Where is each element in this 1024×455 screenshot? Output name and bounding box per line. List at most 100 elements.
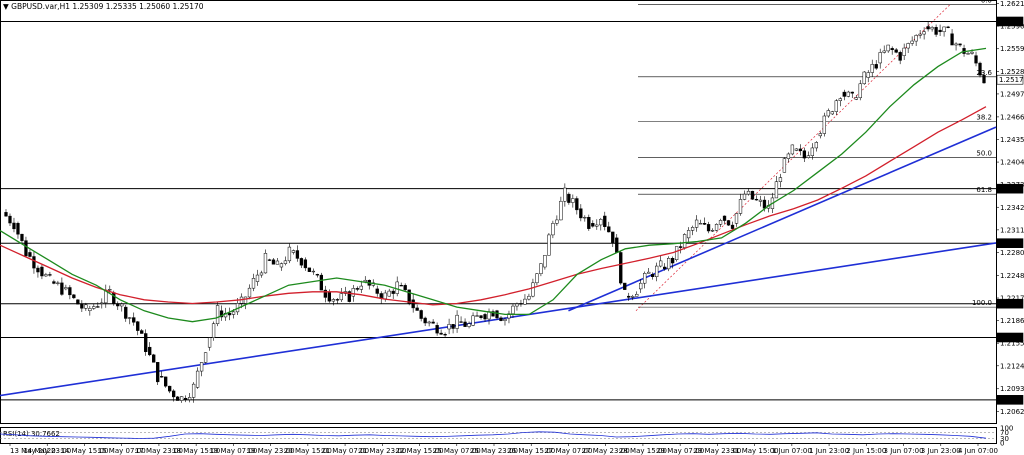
candle-body <box>822 115 826 134</box>
candle-body <box>195 370 200 388</box>
price-level-tag <box>996 16 1024 27</box>
dropdown-arrow-icon[interactable]: ▼ <box>3 2 9 11</box>
candle-body <box>299 258 304 266</box>
candle-body <box>603 215 607 227</box>
time-tick-label: 21 May 07:00 <box>321 447 369 455</box>
price-level-tag <box>996 183 1024 194</box>
price-tick-label: 1.23110 <box>1000 226 1024 234</box>
rsi-tick-label: 0 <box>1000 440 1004 448</box>
candle-body <box>507 313 511 319</box>
time-tick-label: 14 May 15:00 <box>60 447 108 455</box>
candle-body <box>842 91 846 97</box>
price-tick-label: 1.22485 <box>1000 272 1024 280</box>
candle-body <box>120 303 124 307</box>
price-tick-label: 1.20930 <box>1000 385 1024 393</box>
price-tick-label: 1.23420 <box>1000 204 1024 212</box>
trendline <box>0 242 997 397</box>
candle-body <box>72 294 76 299</box>
price-tick-label: 1.25285 <box>1000 68 1024 76</box>
candle-body <box>92 306 96 309</box>
trendlines[interactable] <box>0 126 997 400</box>
candle-body <box>435 325 439 334</box>
candle-body <box>52 281 56 284</box>
candle-body <box>730 224 735 229</box>
candle-body <box>219 310 224 318</box>
time-tick-label: 21 May 23:00 <box>358 447 406 455</box>
price-tick-label: 1.21865 <box>1000 317 1024 325</box>
candle-body <box>615 237 619 253</box>
candle-body <box>391 290 395 294</box>
candle-body <box>718 220 723 225</box>
candle-body <box>319 274 324 291</box>
candle-body <box>463 321 467 327</box>
candle-body <box>275 260 280 265</box>
candle-body <box>794 148 799 151</box>
candle-body <box>295 250 300 259</box>
candle-body <box>100 302 104 304</box>
price-level-tag <box>996 395 1024 405</box>
candle-body <box>938 29 942 33</box>
candle-body <box>96 306 100 308</box>
time-tick-label: 3 Jun 23:00 <box>921 447 961 455</box>
price-level-tag <box>996 332 1024 343</box>
candle-body <box>954 43 958 46</box>
candle-body <box>611 231 615 243</box>
candle-body <box>116 303 120 307</box>
price-level-tag-text: 1.22927 <box>999 240 1024 248</box>
time-tick-label: 17 May 23:00 <box>135 447 183 455</box>
candle-body <box>24 240 28 257</box>
price-tick-label: 1.21555 <box>1000 340 1024 348</box>
candle-body <box>28 252 32 257</box>
candle-body <box>531 282 535 297</box>
candle-body <box>411 299 415 309</box>
candle-body <box>551 223 555 236</box>
candle-body <box>858 83 862 99</box>
candle-body <box>523 298 527 305</box>
candle-body <box>790 144 795 155</box>
candle-body <box>431 321 435 324</box>
candle-body <box>874 64 878 69</box>
candle-body <box>160 376 164 378</box>
candle-body <box>714 223 719 231</box>
candle-body <box>758 199 763 202</box>
fib-level-label: 38.2 <box>976 113 992 121</box>
candle-body <box>922 31 926 35</box>
candle-body <box>591 223 595 227</box>
candle-body <box>567 193 571 203</box>
candle-body <box>291 250 296 253</box>
candle-body <box>80 303 84 309</box>
candle-body <box>651 274 655 277</box>
candle-body <box>503 318 507 321</box>
candle-body <box>56 282 60 284</box>
candle-body <box>890 48 894 51</box>
price-tick-label: 1.24040 <box>1000 159 1024 167</box>
candle-body <box>399 284 403 287</box>
candle-body <box>443 334 447 336</box>
candle-body <box>862 71 866 85</box>
candle-body <box>164 376 168 387</box>
candle-body <box>339 293 343 301</box>
candle-body <box>247 287 252 298</box>
candle-body <box>647 271 651 274</box>
candle-body <box>231 311 236 315</box>
candle-body <box>136 321 140 331</box>
candle-body <box>112 292 116 304</box>
candle-body <box>942 26 946 33</box>
time-tick-label: 29 May 07:00 <box>656 447 704 455</box>
candle-body <box>451 324 455 329</box>
time-tick-label: 29 May 23:00 <box>693 447 741 455</box>
time-tick-label: 3 Jun 07:00 <box>884 447 924 455</box>
candle-body <box>140 330 144 334</box>
time-tick-label: 25 May 23:00 <box>470 447 518 455</box>
candle-body <box>315 274 320 276</box>
candle-body <box>623 282 627 290</box>
candle-body <box>655 265 659 277</box>
fibonacci-retracement[interactable]: 0.0 23.6 38.2 50.0 61.8 100.0 <box>635 0 996 312</box>
candle-body <box>68 287 72 296</box>
candle-body <box>44 274 48 277</box>
horizontal-levels[interactable] <box>0 20 996 401</box>
candle-body <box>271 259 276 265</box>
candle-body <box>726 220 731 226</box>
candle-body <box>152 354 156 363</box>
